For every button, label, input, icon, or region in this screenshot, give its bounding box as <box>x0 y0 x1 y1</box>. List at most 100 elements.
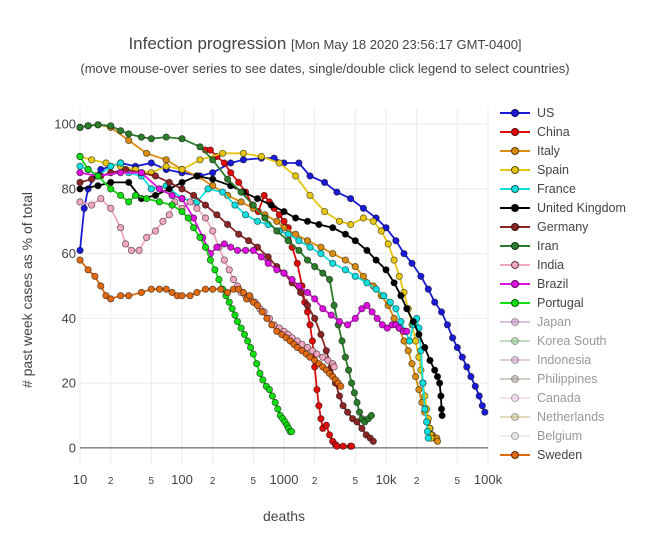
data-point[interactable] <box>256 369 264 377</box>
data-point[interactable] <box>335 317 344 326</box>
data-point[interactable] <box>227 159 235 167</box>
data-point[interactable] <box>231 311 239 319</box>
data-point[interactable] <box>421 343 429 352</box>
data-point[interactable] <box>392 305 400 313</box>
data-point[interactable] <box>275 159 283 167</box>
data-point[interactable] <box>333 188 341 196</box>
data-point[interactable] <box>224 220 232 229</box>
legend-item-sweden[interactable]: Sweden <box>500 446 645 465</box>
data-point[interactable] <box>117 169 125 177</box>
legend-item-iran[interactable]: Iran <box>500 237 645 256</box>
data-point[interactable] <box>233 246 242 254</box>
data-point[interactable] <box>227 169 235 177</box>
data-point[interactable] <box>265 385 273 394</box>
data-point[interactable] <box>237 324 245 332</box>
data-point[interactable] <box>295 159 303 167</box>
data-point[interactable] <box>397 317 405 326</box>
data-point[interactable] <box>443 321 451 329</box>
data-point[interactable] <box>363 301 371 309</box>
data-point[interactable] <box>162 133 170 141</box>
data-point[interactable] <box>253 217 262 225</box>
data-point[interactable] <box>209 169 217 177</box>
data-point[interactable] <box>369 217 377 225</box>
data-point[interactable] <box>233 317 242 326</box>
legend-item-us[interactable]: US <box>500 104 645 123</box>
data-point[interactable] <box>291 214 300 222</box>
data-point[interactable] <box>417 366 425 374</box>
data-point[interactable] <box>358 424 366 432</box>
data-point[interactable] <box>320 208 329 216</box>
data-point[interactable] <box>239 156 247 164</box>
data-point[interactable] <box>258 308 266 316</box>
legend-item-france[interactable]: France <box>500 180 645 199</box>
data-point[interactable] <box>415 330 423 339</box>
data-point[interactable] <box>405 337 414 345</box>
data-point[interactable] <box>296 288 305 297</box>
data-point[interactable] <box>184 214 192 222</box>
legend-item-netherlands[interactable]: Netherlands <box>500 408 645 427</box>
legend-item-korea-south[interactable]: Korea South <box>500 332 645 351</box>
data-point[interactable] <box>315 220 323 229</box>
data-point[interactable] <box>325 275 334 284</box>
data-point[interactable] <box>397 292 405 300</box>
data-point[interactable] <box>481 408 489 416</box>
data-point[interactable] <box>220 256 228 264</box>
data-point[interactable] <box>242 211 250 219</box>
data-point[interactable] <box>206 256 214 264</box>
legend-item-germany[interactable]: Germany <box>500 218 645 237</box>
data-point[interactable] <box>213 211 221 219</box>
data-point[interactable] <box>213 243 221 251</box>
data-point[interactable] <box>186 292 194 300</box>
legend-item-india[interactable]: India <box>500 256 645 275</box>
data-point[interactable] <box>384 240 392 248</box>
data-point[interactable] <box>431 298 439 306</box>
data-point[interactable] <box>363 246 371 254</box>
data-point[interactable] <box>162 285 170 293</box>
data-point[interactable] <box>411 372 420 381</box>
data-point[interactable] <box>359 214 367 222</box>
data-point[interactable] <box>403 327 411 335</box>
data-point[interactable] <box>327 311 335 319</box>
data-point[interactable] <box>386 298 394 306</box>
data-point[interactable] <box>211 266 219 274</box>
data-point[interactable] <box>151 227 160 235</box>
data-point[interactable] <box>135 246 143 254</box>
data-point[interactable] <box>409 317 417 326</box>
data-point[interactable] <box>217 285 225 293</box>
data-point[interactable] <box>353 418 361 426</box>
data-point[interactable] <box>249 246 257 254</box>
data-point[interactable] <box>359 272 367 280</box>
data-point[interactable] <box>448 334 457 342</box>
data-point[interactable] <box>380 292 388 300</box>
data-point[interactable] <box>435 379 444 387</box>
data-point[interactable] <box>273 227 281 235</box>
data-point[interactable] <box>268 392 276 400</box>
data-point[interactable] <box>306 172 314 180</box>
data-point[interactable] <box>419 379 427 387</box>
legend-item-japan[interactable]: Japan <box>500 313 645 332</box>
data-point[interactable] <box>408 360 416 368</box>
data-point[interactable] <box>107 122 115 130</box>
data-point[interactable] <box>335 392 344 400</box>
data-point[interactable] <box>151 191 160 199</box>
data-point[interactable] <box>117 159 125 167</box>
legend-item-portugal[interactable]: Portugal <box>500 294 645 313</box>
data-point[interactable] <box>76 256 84 264</box>
data-point[interactable] <box>125 198 133 206</box>
data-point[interactable] <box>319 305 327 313</box>
legend-item-indonesia[interactable]: Indonesia <box>500 351 645 370</box>
data-point[interactable] <box>84 266 92 274</box>
data-point[interactable] <box>143 195 151 203</box>
data-point[interactable] <box>122 240 130 248</box>
data-point[interactable] <box>339 442 347 450</box>
data-point[interactable] <box>267 201 275 209</box>
data-point[interactable] <box>76 152 84 161</box>
data-point[interactable] <box>335 217 344 225</box>
data-point[interactable] <box>293 259 301 267</box>
data-point[interactable] <box>257 152 265 161</box>
data-point[interactable] <box>162 156 170 164</box>
data-point[interactable] <box>467 372 475 381</box>
data-point[interactable] <box>231 201 239 209</box>
data-point[interactable] <box>240 330 249 339</box>
